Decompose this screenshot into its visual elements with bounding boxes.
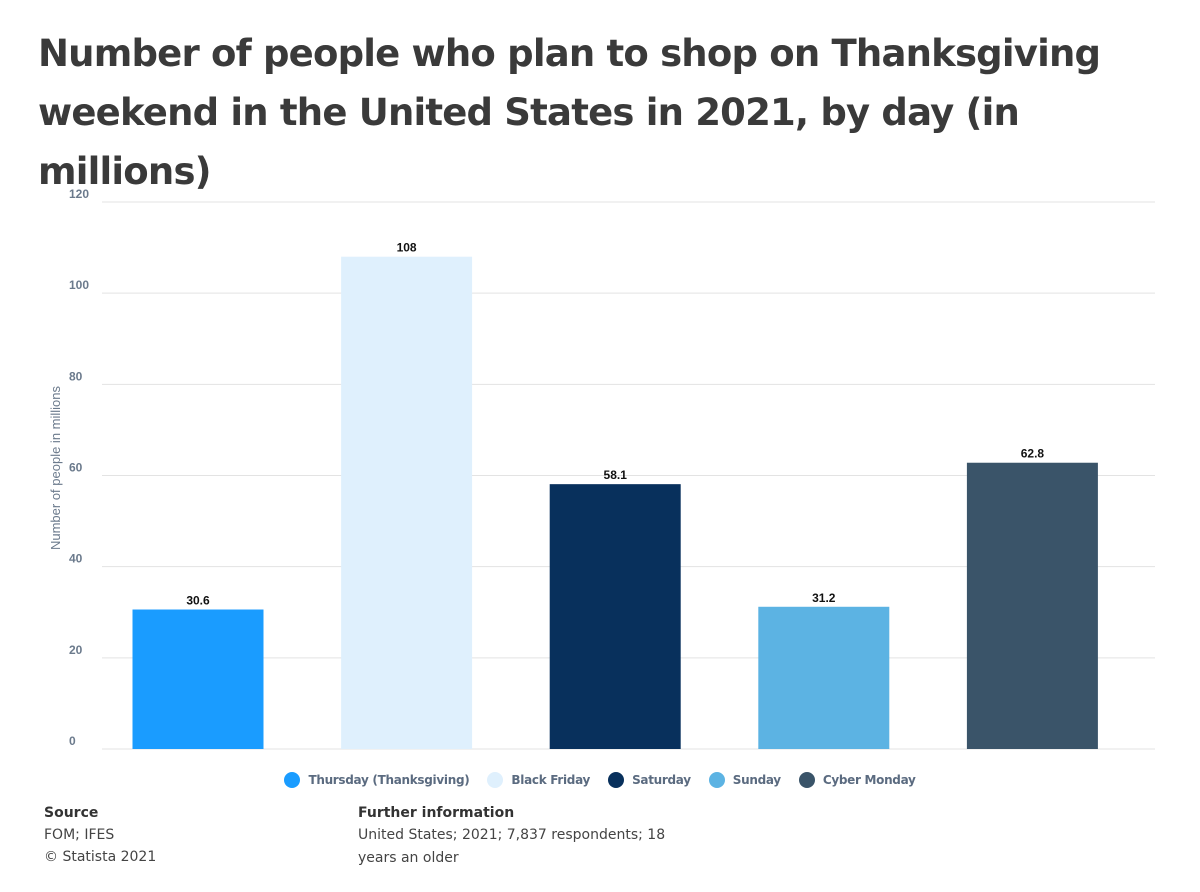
data-label: 31.2: [812, 591, 836, 605]
y-tick-label: 100: [69, 278, 89, 292]
data-label: 62.8: [1021, 447, 1045, 461]
legend-swatch: [708, 772, 725, 788]
legend-label: Black Friday: [511, 773, 591, 787]
legend-swatch: [608, 772, 625, 788]
legend-item[interactable]: Thursday (Thanksgiving): [284, 772, 470, 788]
data-label: 108: [397, 241, 417, 255]
y-tick-label: 120: [69, 187, 89, 201]
legend-label: Sunday: [732, 773, 781, 787]
legend-label: Cyber Monday: [822, 773, 916, 787]
data-label: 30.6: [186, 594, 210, 608]
legend-swatch: [798, 772, 815, 788]
source-text[interactable]: FOM; IFES: [44, 827, 115, 843]
bar-cyber-monday[interactable]: [966, 462, 1098, 749]
legend-label: Thursday (Thanksgiving): [308, 773, 470, 787]
bar-saturday[interactable]: [549, 484, 681, 749]
y-tick-label: 0: [69, 734, 76, 748]
further-info-text: United States; 2021; 7,837 respondents; …: [358, 827, 666, 866]
y-tick-label: 80: [69, 369, 83, 383]
legend-label: Saturday: [632, 773, 691, 787]
y-tick-label: 40: [69, 552, 83, 566]
data-labels: 30.6 108 58.1 31.2 62.8: [186, 241, 1044, 608]
further-info-heading: Further information: [358, 805, 515, 821]
bar-black-friday[interactable]: [341, 256, 473, 749]
legend-item[interactable]: Black Friday: [487, 772, 590, 788]
y-axis-title: Number of people in millions: [48, 385, 63, 550]
y-axis-ticks: 0 20 40 60 80 100 120: [69, 187, 89, 748]
legend-item[interactable]: Saturday: [608, 772, 691, 788]
y-tick-label: 20: [69, 643, 83, 657]
source-heading: Source: [44, 805, 99, 821]
legend-item[interactable]: Sunday: [708, 772, 781, 788]
legend-item[interactable]: Cyber Monday: [798, 772, 916, 788]
bar-sunday[interactable]: [758, 606, 890, 749]
legend-swatch: [487, 772, 504, 788]
chart-title: Number of people who plan to shop on Tha…: [38, 32, 1101, 193]
data-label: 58.1: [604, 468, 628, 482]
bars: [132, 256, 1098, 749]
legend-swatch: [284, 772, 301, 788]
copyright: © Statista 2021: [44, 849, 157, 865]
bar-thursday-thanksgiving[interactable]: [132, 609, 264, 749]
y-tick-label: 60: [69, 461, 83, 475]
legend: Thursday (Thanksgiving) Black Friday Sat…: [0, 772, 1200, 788]
